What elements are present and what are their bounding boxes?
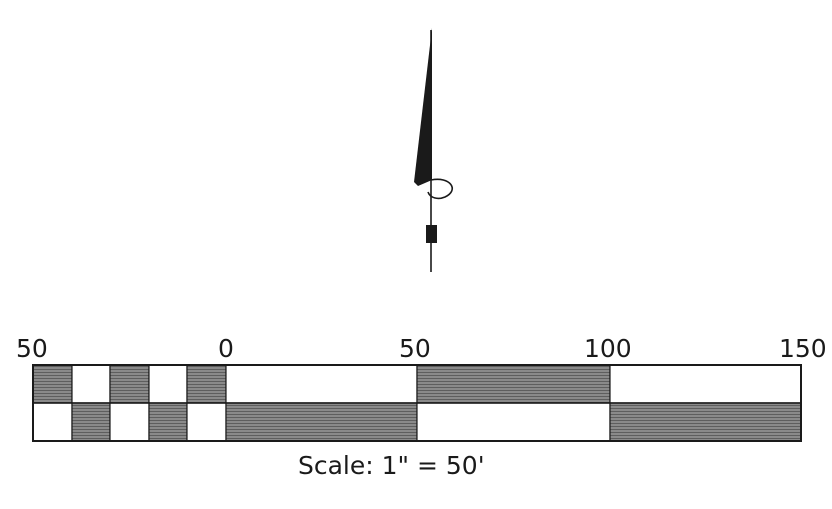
scale-cell-top-7 [609, 364, 802, 404]
scale-caption: Scale: 1" = 50' [298, 451, 485, 480]
scale-bar [32, 364, 802, 442]
scale-tick-labels: 50 0 50 100 150 [16, 334, 827, 363]
scale-cell-top-5 [225, 364, 418, 404]
tick-label-50: 50 [399, 334, 431, 363]
scale-cell-bottom-0 [32, 402, 73, 442]
scale-cell-bottom-5 [225, 402, 418, 442]
tick-label-left-50: 50 [16, 334, 48, 363]
north-arrow-block [426, 225, 437, 243]
north-arrow-loop [427, 178, 453, 200]
tick-label-100: 100 [584, 334, 632, 363]
scale-cell-top-1 [71, 364, 111, 404]
scale-cell-top-3 [148, 364, 188, 404]
scale-cell-top-6 [416, 364, 611, 404]
scale-cell-bottom-3 [148, 402, 188, 442]
tick-label-150: 150 [779, 334, 827, 363]
north-arrow-icon [414, 28, 453, 272]
tick-label-0: 0 [218, 334, 234, 363]
scale-cell-bottom-4 [186, 402, 227, 442]
scale-cell-bottom-6 [416, 402, 611, 442]
scale-cell-bottom-2 [109, 402, 150, 442]
scale-cell-top-4 [186, 364, 227, 404]
scale-cell-top-2 [109, 364, 150, 404]
north-arrow-blade [414, 28, 432, 186]
scale-cell-bottom-1 [71, 402, 111, 442]
scale-cell-top-0 [32, 364, 73, 404]
scale-cell-bottom-7 [609, 402, 802, 442]
